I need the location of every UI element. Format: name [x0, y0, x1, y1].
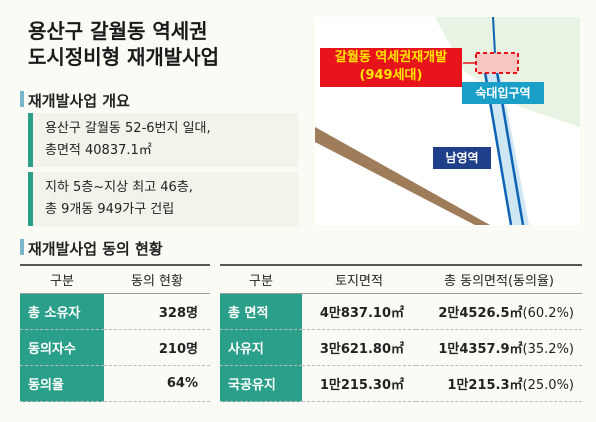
station-namyoung: 남영역: [433, 147, 491, 169]
right-row-label: 국공유지: [220, 365, 302, 402]
consent-rate-value: (35.2%): [522, 342, 574, 357]
table-row: 사유지 3만621.80㎡ 1만4357.9㎡(35.2%): [220, 329, 582, 366]
left-row-value: 64%: [104, 365, 210, 402]
brown-rail-band: [315, 127, 490, 225]
left-row-label: 동의율: [20, 365, 104, 402]
right-row-consent: 1만215.3㎡(25.0%): [416, 365, 582, 402]
right-row-consent: 1만4357.9㎡(35.2%): [416, 329, 582, 366]
page-title-line1: 용산구 갈월동 역세권: [28, 19, 208, 43]
overview-box-location: 용산구 갈월동 52-6번지 일대, 총면적 40837.1㎡: [28, 113, 298, 167]
site-label: 갈월동 역세권재개발 (949세대): [320, 48, 462, 87]
left-row-value: 328명: [104, 293, 210, 330]
overview-box-building: 지하 5층~지상 최고 46층, 총 9개동 949가구 건립: [28, 172, 298, 226]
consent-rate-value: (60.2%): [522, 306, 574, 321]
consent-right-table: 구분 토지면적 총 동의면적(동의율) 총 면적 4만837.10㎡ 2만452…: [220, 264, 582, 402]
right-header-land-area: 토지면적: [302, 264, 416, 294]
right-row-area: 1만215.30㎡: [302, 365, 416, 402]
page-title-line2: 도시정비형 재개발사업: [28, 45, 219, 69]
left-row-value: 210명: [104, 329, 210, 366]
consent-rate-value: (25.0%): [522, 378, 574, 393]
overview-box2-line1: 지하 5층~지상 최고 46층,: [45, 180, 193, 195]
table-row: 총 소유자 328명: [20, 293, 210, 330]
right-row-label: 사유지: [220, 329, 302, 366]
left-row-label: 총 소유자: [20, 293, 104, 330]
table-row: 총 면적 4만837.10㎡ 2만4526.5㎡(60.2%): [220, 293, 582, 330]
left-header-category: 구분: [20, 264, 104, 294]
left-header-status: 동의 현황: [104, 264, 210, 294]
table-row: 국공유지 1만215.30㎡ 1만215.3㎡(25.0%): [220, 365, 582, 402]
consent-area-value: 1만215.3㎡: [447, 378, 523, 393]
location-map: 갈월동 역세권재개발 (949세대) 숙대입구역 남영역 경의중앙선 효창공원역: [315, 17, 580, 225]
consent-heading: 재개발사업 동의 현황: [20, 239, 163, 258]
right-row-area: 3만621.80㎡: [302, 329, 416, 366]
overview-heading: 재개발사업 개요: [20, 91, 130, 110]
right-row-label: 총 면적: [220, 293, 302, 330]
right-header-consent-area: 총 동의면적(동의율): [416, 264, 582, 294]
consent-area-value: 2만4526.5㎡: [438, 306, 523, 321]
overview-box1-line1: 용산구 갈월동 52-6번지 일대,: [45, 121, 211, 136]
consent-left-table: 구분 동의 현황 총 소유자 328명 동의자수 210명 동의율 64%: [20, 264, 210, 402]
right-row-consent: 2만4526.5㎡(60.2%): [416, 293, 582, 330]
overview-box1-line2: 총면적 40837.1㎡: [45, 143, 152, 158]
right-header-category: 구분: [220, 264, 302, 294]
consent-area-value: 1만4357.9㎡: [438, 342, 523, 357]
site-label-line1: 갈월동 역세권재개발: [334, 50, 448, 65]
station-sookdae: 숙대입구역: [462, 82, 544, 104]
overview-box2-line2: 총 9개동 949가구 건립: [45, 202, 175, 217]
table-row: 동의율 64%: [20, 365, 210, 402]
left-row-label: 동의자수: [20, 329, 104, 366]
right-row-area: 4만837.10㎡: [302, 293, 416, 330]
site-marker: [475, 52, 519, 74]
table-row: 동의자수 210명: [20, 329, 210, 366]
site-label-line2: (949세대): [359, 68, 423, 83]
